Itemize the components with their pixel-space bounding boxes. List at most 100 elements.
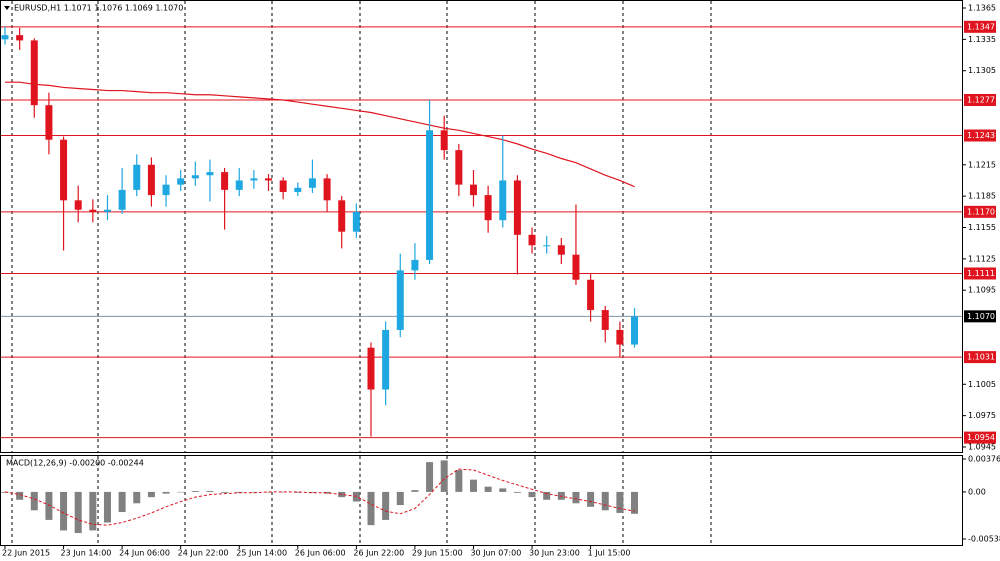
macd-bar	[543, 491, 551, 500]
x-tick-label: 22 Jun 2015	[2, 549, 50, 558]
macd-bar	[631, 491, 639, 514]
y-tick-label: 0.00	[968, 487, 986, 496]
macd-bar	[352, 491, 360, 502]
macd-bar	[499, 488, 507, 492]
macd-bar	[616, 491, 624, 513]
level-label: 1.1347	[967, 22, 995, 31]
candle-body	[469, 184, 477, 196]
y-tick-label: 1.1215	[968, 160, 996, 169]
x-tick-label: 23 Jun 14:00	[61, 549, 112, 558]
level-label: 1.1031	[967, 353, 995, 362]
candle-body	[440, 130, 448, 151]
macd-bar	[338, 491, 346, 498]
macd-bar	[484, 486, 492, 492]
candle-body	[601, 310, 609, 330]
level-label: 1.0954	[967, 433, 995, 442]
macd-bar	[147, 491, 155, 498]
x-tick-label: 30 Jun 07:00	[470, 549, 521, 558]
main-panel-frame	[0, 0, 963, 453]
candle-body	[133, 164, 141, 190]
candle-body	[265, 178, 273, 181]
candle-body	[74, 200, 82, 210]
level-tag	[964, 431, 996, 444]
macd-bar	[265, 491, 273, 493]
y-tick-label: -0.00538	[968, 535, 1000, 544]
x-tick-label: 26 Jun 22:00	[353, 549, 404, 558]
candle-body	[177, 178, 185, 185]
candle-body	[60, 139, 68, 201]
candle-body	[118, 189, 126, 210]
candle-body	[543, 245, 551, 247]
macd-bar	[30, 491, 38, 511]
candle-body	[557, 245, 565, 255]
macd-bar	[118, 491, 126, 513]
y-tick-label: 1.0975	[968, 411, 996, 420]
macd-bar	[133, 491, 141, 504]
macd-bar	[206, 491, 214, 492]
level-tag	[964, 93, 996, 106]
macd-bar	[16, 491, 24, 500]
macd-bar	[221, 491, 229, 493]
candle-body	[323, 178, 331, 201]
x-tick-label: 25 Jun 14:00	[236, 549, 287, 558]
y-tick-label: 1.1125	[968, 254, 996, 263]
candle-body	[499, 180, 507, 221]
y-tick-label: 1.1095	[968, 286, 996, 295]
macd-bar	[382, 491, 390, 520]
candle-body	[162, 184, 170, 196]
candle-body	[206, 172, 214, 176]
candle-body	[396, 270, 404, 330]
candle-body	[103, 209, 111, 212]
y-tick-label: 1.1365	[968, 4, 996, 13]
candle-body	[250, 178, 258, 181]
y-tick-label: 1.1155	[968, 223, 996, 232]
x-tick-label: 24 Jun 22:00	[178, 549, 229, 558]
macd-panel-frame	[0, 455, 963, 546]
candle-body	[382, 329, 390, 390]
candle-body	[352, 211, 360, 232]
macd-bar	[411, 490, 419, 492]
macd-bar	[323, 491, 331, 494]
macd-bar	[294, 491, 302, 493]
candle-body	[455, 150, 463, 185]
candle-body	[338, 200, 346, 232]
macd-bar	[89, 491, 97, 531]
x-tick-label: 30 Jun 23:00	[529, 549, 580, 558]
candle-body	[367, 347, 375, 390]
candle-body	[89, 209, 97, 212]
macd-bar	[162, 491, 170, 494]
macd-bar	[587, 491, 595, 507]
candle-body	[484, 195, 492, 221]
macd-bar	[191, 491, 199, 492]
collapse-icon[interactable]	[4, 6, 10, 10]
candle-body	[411, 259, 419, 271]
macd-bar	[177, 491, 185, 493]
macd-bar	[60, 491, 68, 531]
macd-bar	[103, 491, 111, 523]
macd-bar	[440, 460, 448, 492]
candle-body	[1, 35, 9, 40]
macd-bar	[528, 491, 536, 498]
candle-body	[235, 180, 243, 190]
macd-signal	[4, 468, 635, 526]
y-tick-label: 1.1335	[968, 35, 996, 44]
macd-bar	[513, 491, 521, 493]
current-price-tag	[964, 310, 996, 323]
macd-bar	[572, 491, 580, 504]
level-label: 1.1170	[967, 207, 995, 216]
y-tick-label: 0.00376	[968, 455, 1000, 464]
candle-body	[221, 172, 229, 190]
candle-body	[572, 254, 580, 280]
level-tag	[964, 351, 996, 364]
candle-body	[294, 187, 302, 192]
moving-average	[5, 81, 635, 188]
macd-bar	[601, 491, 609, 511]
current-price-label: 1.1070	[967, 312, 995, 321]
candle-body	[279, 180, 287, 192]
y-tick-label: 1.1005	[968, 380, 996, 389]
x-tick-label: 24 Jun 06:00	[119, 549, 170, 558]
candle-body	[191, 175, 199, 179]
macd-bar	[74, 491, 82, 534]
level-label: 1.1277	[967, 95, 995, 104]
